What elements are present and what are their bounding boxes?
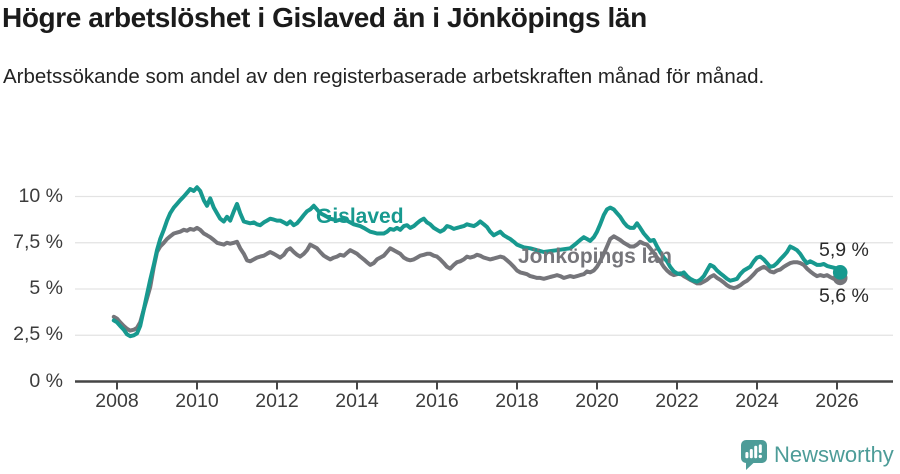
x-axis-label: 2018 [495, 390, 539, 412]
x-axis-label: 2012 [255, 390, 299, 412]
exclamation-stem [758, 444, 762, 453]
series-line-gislaved [111, 185, 843, 339]
y-axis-label: 5 % [29, 277, 63, 299]
speech-bubble-shape [741, 440, 767, 470]
bar-small [745, 452, 749, 459]
x-axis-label: 2020 [575, 390, 619, 412]
series-end-value: 5,6 % [819, 285, 869, 307]
newsworthy-logo-icon [741, 440, 767, 470]
x-axis-label: 2022 [655, 390, 699, 412]
series-end-value: 5,9 % [819, 239, 869, 261]
chart-subtitle: Arbetssökande som andel av den registerb… [3, 65, 765, 88]
y-axis-label: 2,5 % [13, 323, 63, 346]
x-axis-label: 2024 [735, 390, 779, 412]
exclamation-dot [758, 454, 762, 459]
series-end-dot [832, 265, 848, 280]
page-title: Högre arbetslöshet i Gislaved än i Jönkö… [2, 2, 647, 33]
newsworthy-link[interactable]: Newsworthy [740, 439, 894, 471]
series-label-j-nk-pings-l-n: Jönköpings län [518, 245, 673, 268]
bar-large [754, 445, 758, 459]
y-axis-label: 7,5 % [13, 230, 63, 253]
series-line-j-nk-pings-l-n [111, 225, 843, 333]
newsworthy-wordmark: Newsworthy [774, 442, 894, 467]
series-label-gislaved: Gislaved [316, 205, 404, 228]
x-axis-label: 2010 [175, 390, 219, 412]
x-axis-label: 2008 [95, 390, 139, 412]
y-axis-label: 0 % [29, 369, 63, 392]
bar-medium [749, 449, 753, 459]
y-axis-label: 10 % [18, 184, 63, 207]
x-axis-label: 2016 [415, 390, 459, 412]
x-axis-label: 2014 [335, 390, 379, 412]
x-axis-label: 2026 [815, 390, 859, 412]
